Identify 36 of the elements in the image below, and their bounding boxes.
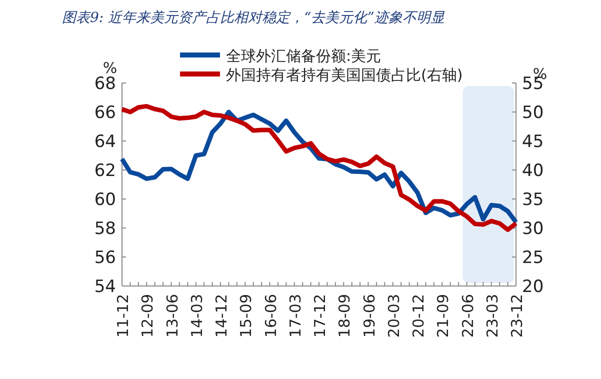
x-tick-label: 17-12 [311, 294, 329, 338]
x-tick-label: 14-12 [212, 294, 230, 338]
y-tick-label: 54 [94, 277, 116, 297]
y-tick-label: 58 [94, 219, 116, 239]
x-tick-label: 14-03 [188, 294, 206, 338]
y-tick-label: 68 [94, 74, 116, 94]
x-tick-label: 23-03 [483, 294, 502, 338]
x-tick-label: 15-09 [237, 294, 256, 338]
legend-label: 外国持有者持有美国国债占比(右轴) [226, 66, 463, 84]
y2-tick-label: 25 [522, 248, 544, 268]
y2-tick-label: 50 [522, 103, 544, 123]
x-tick-label: 13-06 [163, 294, 182, 338]
y2-tick-label: 45 [522, 132, 544, 152]
x-tick-label: 22-06 [458, 294, 477, 338]
legend-label: 全球外汇储备份额:美元 [226, 47, 382, 65]
y2-tick-label: 20 [522, 277, 544, 297]
x-tick-label: 17-03 [286, 294, 304, 338]
y2-tick-label: 30 [522, 219, 544, 239]
x-tick-label: 18-09 [336, 294, 354, 338]
x-tick-label: 23-12 [508, 294, 526, 338]
x-tick-label: 21-09 [434, 294, 452, 338]
y-tick-label: 66 [94, 103, 116, 123]
x-tick-label: 20-03 [384, 294, 403, 338]
x-tick-label: 19-06 [360, 294, 378, 338]
x-tick-label: 20-12 [410, 294, 428, 338]
y-axis-title: % [102, 59, 118, 77]
y-tick-label: 62 [94, 161, 116, 181]
x-tick-label: 16-06 [262, 294, 280, 338]
y-tick-label: 64 [94, 132, 116, 152]
y-tick-label: 60 [94, 190, 116, 210]
y2-tick-label: 35 [522, 190, 544, 210]
x-tick-label: 12-09 [138, 294, 157, 338]
y2-tick-label: 40 [522, 161, 544, 181]
y-tick-label: 56 [94, 248, 116, 268]
chart-title: 图表9: 近年来美元资产占比相对稳定，“去美元化”迹象不明显 [62, 10, 446, 26]
x-tick-label: 11-12 [114, 294, 132, 338]
